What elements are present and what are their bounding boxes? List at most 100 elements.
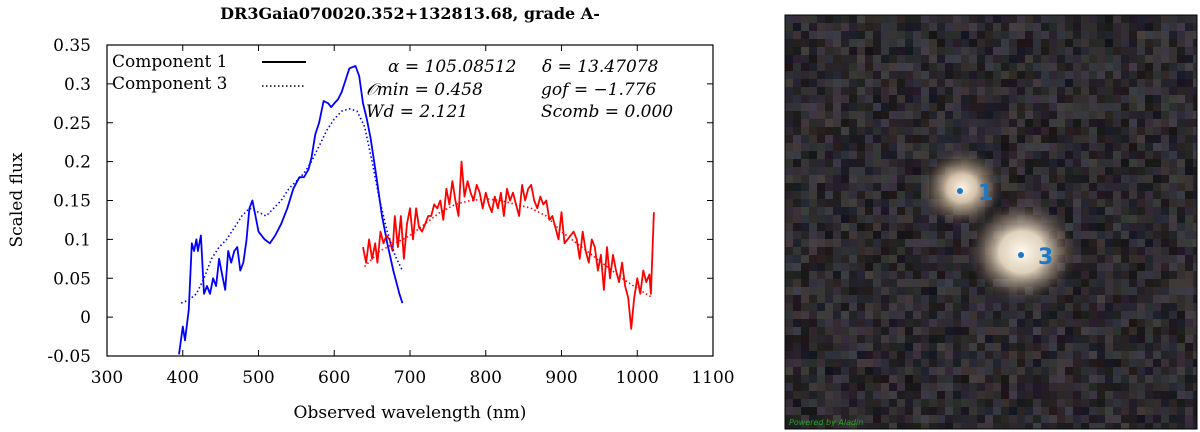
sky-pixel [1169, 327, 1177, 335]
sky-pixel [841, 143, 849, 151]
sky-pixel [953, 255, 961, 263]
sky-pixel [1177, 415, 1185, 423]
sky-pixel [1025, 303, 1033, 311]
sky-pixel [905, 399, 913, 407]
sky-pixel [1057, 95, 1065, 103]
sky-pixel [857, 383, 865, 391]
sky-pixel [1025, 95, 1033, 103]
sky-pixel [865, 335, 873, 343]
sky-pixel [1057, 119, 1065, 127]
sky-pixel [785, 199, 793, 207]
sky-pixel [833, 47, 841, 55]
sky-pixel [1113, 279, 1121, 287]
sky-pixel [793, 399, 801, 407]
sky-pixel [913, 423, 921, 429]
sky-pixel [945, 311, 953, 319]
sky-pixel [833, 271, 841, 279]
sky-pixel [1073, 287, 1081, 295]
sky-pixel [881, 95, 889, 103]
sky-pixel [1185, 415, 1193, 423]
sky-pixel [1073, 415, 1081, 423]
sky-pixel [849, 95, 857, 103]
sky-pixel [1041, 55, 1049, 63]
sky-pixel [961, 15, 969, 23]
sky-pixel [969, 423, 977, 429]
sky-pixel [785, 223, 793, 231]
sky-pixel [929, 391, 937, 399]
sky-pixel [1097, 255, 1105, 263]
sky-pixel [1065, 375, 1073, 383]
sky-pixel [969, 383, 977, 391]
sky-pixel [841, 207, 849, 215]
sky-pixel [1145, 271, 1153, 279]
sky-pixel [1145, 183, 1153, 191]
sky-pixel [1049, 79, 1057, 87]
sky-pixel [937, 391, 945, 399]
sky-pixel [937, 399, 945, 407]
sky-pixel [841, 255, 849, 263]
x-tick-label: 400 [167, 368, 199, 388]
sky-pixel [929, 111, 937, 119]
sky-pixel [1121, 263, 1129, 271]
sky-pixel [929, 247, 937, 255]
sky-pixel [881, 303, 889, 311]
sky-pixel [857, 55, 865, 63]
sky-pixel [977, 319, 985, 327]
sky-pixel [1169, 87, 1177, 95]
sky-pixel [1161, 183, 1169, 191]
sky-pixel [1129, 319, 1137, 327]
sky-pixel [1097, 407, 1105, 415]
sky-pixel [1185, 359, 1193, 367]
sky-pixel [1145, 175, 1153, 183]
sky-pixel [1081, 231, 1089, 239]
sky-pixel [1057, 39, 1065, 47]
sky-pixel [1153, 71, 1161, 79]
sky-pixel [969, 79, 977, 87]
sky-pixel [833, 255, 841, 263]
sky-pixel [977, 135, 985, 143]
sky-pixel [825, 303, 833, 311]
sky-pixel [1177, 207, 1185, 215]
sky-pixel [825, 287, 833, 295]
sky-pixel [1137, 407, 1145, 415]
sky-pixel [1129, 199, 1137, 207]
sky-pixel [1009, 391, 1017, 399]
sky-pixel [1137, 423, 1145, 429]
sky-pixel [937, 231, 945, 239]
sky-pixel [801, 279, 809, 287]
sky-pixel [1057, 63, 1065, 71]
sky-pixel [945, 255, 953, 263]
sky-pixel [1137, 415, 1145, 423]
sky-pixel [905, 255, 913, 263]
sky-pixel [817, 247, 825, 255]
sky-pixel [969, 335, 977, 343]
sky-pixel [857, 231, 865, 239]
sky-pixel [1033, 39, 1041, 47]
sky-pixel [873, 119, 881, 127]
sky-pixel [1065, 95, 1073, 103]
sky-pixel [793, 391, 801, 399]
sky-pixel [1185, 327, 1193, 335]
sky-pixel [897, 255, 905, 263]
sky-pixel [905, 367, 913, 375]
sky-pixel [785, 295, 793, 303]
sky-pixel [1009, 399, 1017, 407]
sky-pixel [1041, 167, 1049, 175]
sky-pixel [961, 407, 969, 415]
sky-pixel [1065, 151, 1073, 159]
sky-pixel [969, 375, 977, 383]
sky-pixel [1113, 143, 1121, 151]
sky-pixel [801, 151, 809, 159]
sky-pixel [1129, 343, 1137, 351]
sky-pixel [889, 319, 897, 327]
sky-pixel [801, 287, 809, 295]
sky-pixel [849, 375, 857, 383]
sky-pixel [1017, 423, 1025, 429]
sky-pixel [1073, 343, 1081, 351]
sky-pixel [809, 215, 817, 223]
sky-pixel [841, 391, 849, 399]
sky-pixel [809, 271, 817, 279]
sky-pixel [825, 95, 833, 103]
sky-pixel [1113, 31, 1121, 39]
sky-pixel [929, 31, 937, 39]
